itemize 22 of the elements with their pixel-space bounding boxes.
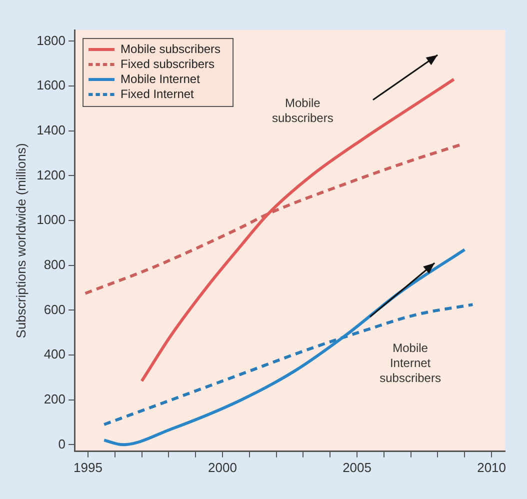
y-tick-label: 600 (44, 302, 66, 317)
legend-label: Mobile Internet (120, 72, 201, 86)
y-tick-label: 1600 (36, 78, 66, 93)
annotation: Mobile subscribers (272, 96, 334, 125)
x-tick-label: 2010 (477, 460, 506, 475)
x-tick-label: 2005 (342, 460, 372, 475)
x-tick-label: 2000 (208, 460, 237, 475)
y-tick-label: 400 (44, 346, 66, 362)
y-tick-label: 1400 (36, 122, 66, 138)
y-tick-label: 0 (58, 436, 66, 452)
line-series (102, 303, 474, 426)
y-tick-label: 1200 (36, 167, 66, 182)
y-axis-title: Subscriptions worldwide (millions) (13, 143, 28, 338)
legend-label: Mobile subscribers (120, 42, 221, 56)
y-tick-label: 1000 (36, 212, 66, 228)
legend-label: Fixed Internet (120, 86, 195, 101)
y-tick-label: 800 (44, 256, 66, 272)
y-tick-label: 200 (44, 391, 66, 406)
y-tick-label: 1800 (36, 32, 66, 48)
legend-label: Fixed subscribers (120, 56, 215, 71)
x-tick-label: 1995 (74, 460, 102, 475)
annotation: Mobile Internet subscribers (380, 341, 441, 386)
